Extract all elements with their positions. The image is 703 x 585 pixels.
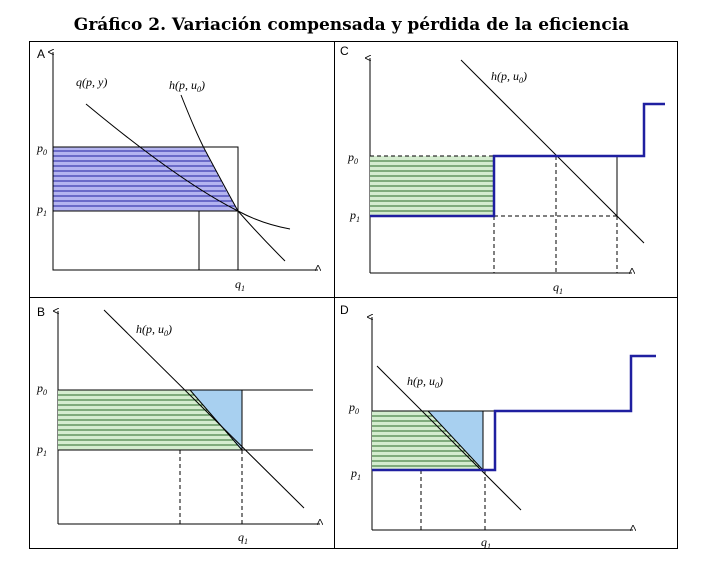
panel-c-letter: C xyxy=(340,44,349,58)
panel-d-letter: D xyxy=(340,303,349,317)
panel-d-hicksian-line xyxy=(376,365,522,511)
panel-d-p1-label: p1 xyxy=(350,466,361,482)
panel-a-marshallian-label: q(p, y) xyxy=(76,75,107,89)
panel-b: B h(p, u0) p0 p1 q1 xyxy=(36,305,320,546)
outer-frame xyxy=(29,41,678,549)
panel-c-q1-label: q1 xyxy=(553,280,563,296)
panel-b-q1-label: q1 xyxy=(238,530,248,546)
panel-c-hatch-lines xyxy=(370,160,494,212)
panel-d: D h(p, u0) p0 p1 q1 xyxy=(340,303,656,551)
panel-c-hicksian-label: h(p, u0) xyxy=(491,69,527,85)
panel-d-hicksian-label: h(p, u0) xyxy=(407,374,443,390)
panel-b-p0-label: p0 xyxy=(36,381,47,397)
panel-a-surplus-area xyxy=(53,147,238,211)
panel-c-p0-label: p0 xyxy=(347,150,358,166)
panel-c-hicksian-line xyxy=(460,59,645,244)
panel-c-thick-supply-path xyxy=(370,102,665,218)
panel-b-hicksian-label: h(p, u0) xyxy=(136,322,172,338)
figure-title: Gráfico 2. Variación compensada y pérdid… xyxy=(73,15,630,35)
panel-a-hicksian-label: h(p, u0) xyxy=(169,78,205,94)
panel-a: A q(p, y) h(p, u0) p0 p1 q1 xyxy=(36,47,318,293)
panel-a-expenditure-box xyxy=(52,146,239,271)
panel-a-p0-label: p0 xyxy=(36,141,47,157)
panel-c: C h(p, u0) p0 p1 q1 xyxy=(340,44,665,296)
panel-a-q1-label: q1 xyxy=(235,277,245,293)
panel-b-hicksian-line xyxy=(103,309,305,509)
panel-c-p1-label: p1 xyxy=(349,208,360,224)
panel-b-hatch-lines xyxy=(58,394,242,446)
panel-d-thick-supply-path xyxy=(372,354,656,472)
panel-d-q1-label: q1 xyxy=(481,535,491,551)
panel-b-letter: B xyxy=(37,305,45,319)
panel-a-marshallian-curve xyxy=(85,103,291,230)
panel-a-p1-label: p1 xyxy=(36,202,47,218)
panel-a-letter: A xyxy=(37,47,45,61)
panel-a-hicksian-curve xyxy=(180,94,286,262)
panel-d-p0-label: p0 xyxy=(348,400,359,416)
panel-b-p1-label: p1 xyxy=(36,442,47,458)
